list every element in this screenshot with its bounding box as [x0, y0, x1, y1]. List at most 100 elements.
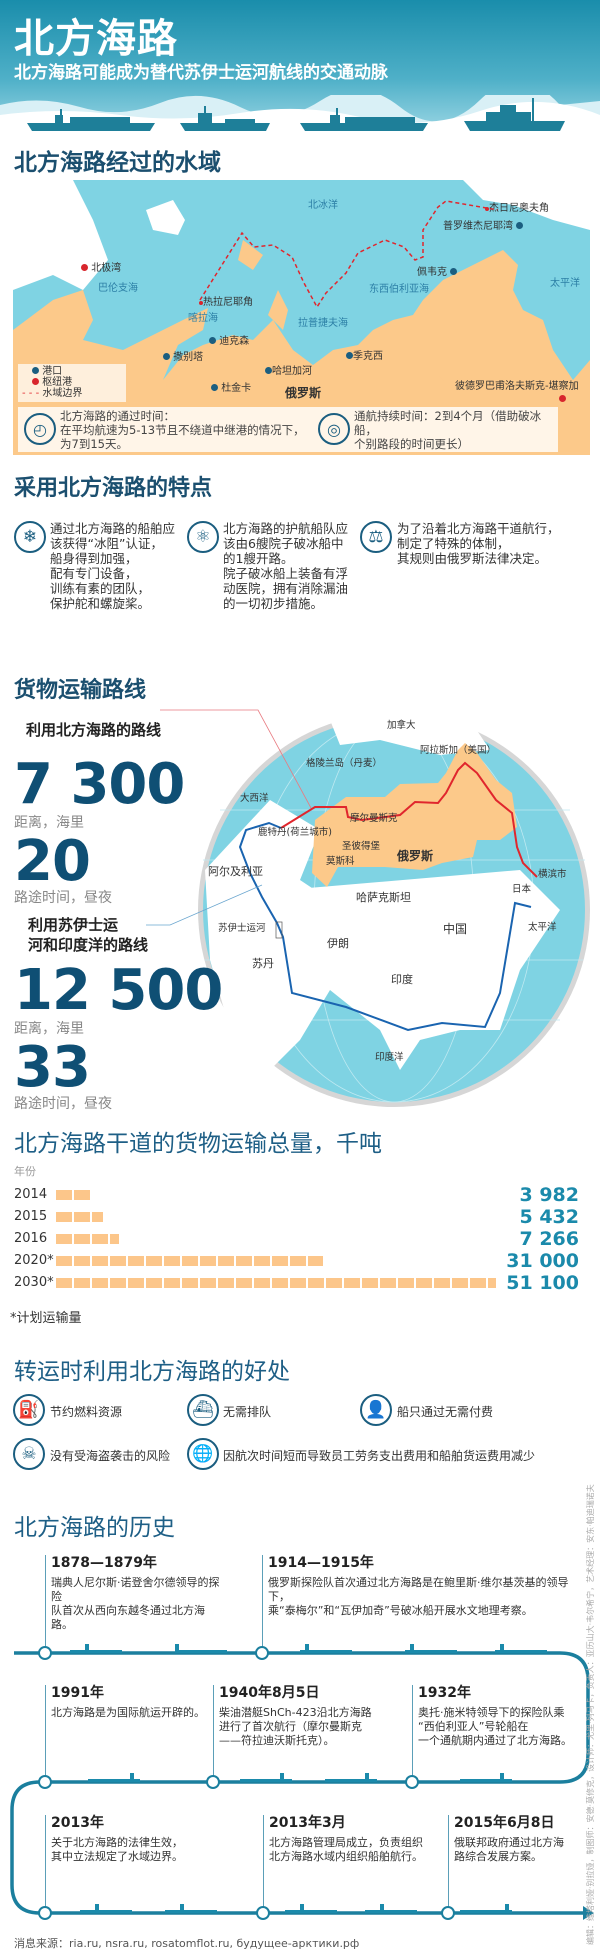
port-label: 迪克森: [219, 336, 250, 347]
globe-label: 太平洋: [528, 922, 557, 933]
arctic-map: 北冰洋 杰日尼奥夫角 普罗维杰尼耶湾 北极湾 巴伦支海 热拉尼耶角 喀拉海 拉普…: [13, 180, 590, 455]
transit-title: 北方海路的通过时间：: [60, 409, 175, 423]
globe-label: 苏丹: [252, 957, 274, 970]
globe-label: 中国: [443, 922, 468, 936]
pirate-icon: ☠: [13, 1438, 45, 1470]
section-title-history: 北方海路的历史: [14, 1515, 175, 1541]
feature-text: 北方海路的护航船队应 该由6艘院子破冰船中 的1艘开路。 院子破冰船上装备有浮 …: [223, 521, 349, 611]
port-dudinka: 杜金卡: [211, 383, 251, 395]
section-title-benefits: 转运时利用北方海路的好处: [14, 1359, 290, 1385]
port-sabetta: 撒别塔: [163, 352, 203, 364]
timeline-ship-icons: [70, 1644, 547, 1913]
bar-category-label: 2016: [14, 1231, 48, 1246]
timeline-connector: [262, 1555, 263, 1653]
suez-route-line: [238, 821, 532, 1032]
globe-label: 加拿大: [387, 720, 416, 731]
section-title-waters: 北方海路经过的水域: [14, 150, 221, 176]
bar-2020: [56, 1256, 323, 1266]
bar-2014: [56, 1190, 90, 1200]
suez-days-unit: 路途时间，昼夜: [14, 1096, 112, 1112]
label-kara-sea: 喀拉海: [188, 313, 218, 324]
timeline-arrow-icon: [583, 1906, 594, 1920]
navigation-season-info: 通航持续时间：2到4个月（借助破冰船， 个别路段的时间更长）: [354, 409, 558, 451]
transit-days: 为7到15天。: [60, 437, 128, 451]
timeline-connector: [263, 1815, 264, 1913]
event-description: 关于北方海路的法律生效， 其中立法规定了水域边界。: [51, 1836, 183, 1863]
port-pevek: 佩韦克: [417, 267, 458, 279]
legend-hub: 枢纽港: [32, 377, 112, 388]
globe-map: [146, 705, 590, 1107]
timeline-node: [441, 1906, 455, 1920]
timeline-node: [38, 1775, 52, 1789]
globe-label: 印度: [391, 973, 413, 986]
globe-icon: 🌐: [187, 1438, 219, 1470]
transit-text: 在平均航速为5-13节且不绕道中继港的情况下，: [60, 423, 305, 437]
label-east-siberian-sea: 东西伯利亚海: [369, 284, 429, 295]
label-laptev-sea: 拉普捷夫海: [298, 318, 348, 329]
bar-category-label: 2014: [14, 1187, 48, 1202]
feature-text: 为了沿着北方海路干道航行， 制定了特殊的体制， 其规则由俄罗斯法律决定。: [397, 521, 560, 566]
timeline-connector: [213, 1685, 214, 1782]
port-label: 季克西: [353, 351, 383, 362]
globe-label: 日本: [512, 884, 532, 895]
timeline-connector: [412, 1685, 413, 1782]
bar-2016: [56, 1234, 119, 1244]
timeline-connector: [45, 1815, 46, 1913]
scales-icon: ⚖: [360, 521, 392, 553]
legend-label: 水域边界: [42, 388, 83, 399]
timeline-connector: [45, 1555, 46, 1653]
benefit-text: 因航次时间短而导致员工劳务支出费用和船舶货运费用减少: [223, 1449, 536, 1463]
timeline-node: [256, 1906, 270, 1920]
ship-icons: [27, 98, 565, 131]
port-provideniya: 普罗维杰尼耶湾: [443, 221, 524, 233]
legend-label: 枢纽港: [42, 377, 73, 388]
port-label: 普罗维杰尼耶湾: [443, 221, 513, 232]
cycle-icon: ◎: [318, 413, 350, 445]
globe-label: 阿拉斯加（美国）: [420, 745, 497, 756]
globe-label: 苏伊士运河: [218, 923, 266, 934]
globe-label: 摩尔曼斯克: [350, 813, 398, 824]
cashier-icon: 👤: [360, 1394, 392, 1426]
suez-distance: 12 500: [14, 958, 223, 1023]
event-description: 北方海路是为国际航运开辟的。: [51, 1706, 205, 1719]
event-date: 1940年8月5日: [219, 1685, 320, 1701]
bar-2030: [56, 1278, 496, 1288]
event-date: 2015年6月8日: [454, 1815, 555, 1831]
event-description: 俄联邦政府通过北方海 路综合发展方案。: [454, 1836, 564, 1863]
bar-value-label: 7 266: [519, 1228, 580, 1250]
port-khatanga: 哈坦加河: [265, 366, 312, 378]
section-title-features: 采用北方海路的特点: [14, 476, 213, 501]
benefit-text: 无需排队: [223, 1405, 272, 1419]
globe-label: 莫斯科: [326, 856, 355, 867]
globe-label: 横滨市: [538, 869, 567, 880]
legend-border: - - - 水域边界: [22, 388, 83, 399]
atom-icon: ⚛: [187, 521, 219, 553]
label-russia: 俄罗斯: [285, 386, 322, 400]
season-text: 通航持续时间：2到4个月（借助破冰船，: [354, 409, 542, 437]
event-description: 俄罗斯探险队首次通过北方海路是在鲍里斯·维尔基茨基的领导下， 乘“泰梅尔”和“瓦…: [268, 1576, 569, 1617]
port-label: 撒别塔: [173, 352, 204, 363]
nsr-distance-unit: 距离，海里: [14, 815, 84, 831]
event-description: 北方海路管理局成立，负责组织 北方海路水域内组织船舶航行。: [269, 1836, 423, 1863]
bar-value-label: 51 100: [506, 1272, 579, 1294]
bar-value-label: 5 432: [519, 1206, 580, 1228]
event-date: 2013年3月: [269, 1815, 346, 1831]
sources: 消息来源：ria.ru, nsra.ru, rosatomflot.ru, бу…: [14, 1937, 360, 1950]
benefit-text: 没有受海盗袭击的风险: [50, 1449, 171, 1463]
page-title: 北方海路: [14, 16, 178, 62]
suez-days: 33: [14, 1035, 91, 1100]
credits: 编辑：维塔利娅·别拉娅，制图师：安德·莫修克，设计师：尤里·列马卡，负责人：亚历…: [586, 1484, 595, 1945]
benefit-text: 节约燃料资源: [50, 1405, 123, 1419]
chart-axis-label: 年份: [14, 1165, 36, 1178]
nsr-days: 20: [14, 829, 91, 894]
event-date: 1878—1879年: [51, 1555, 157, 1571]
ship-queue-icon: ⛴: [187, 1394, 219, 1426]
chart-footnote: *计划运输量: [10, 1311, 82, 1326]
timeline-node: [38, 1646, 52, 1660]
season-text-2: 个别路段的时间更长）: [354, 437, 469, 451]
timeline-connector: [45, 1685, 46, 1782]
event-date: 1932年: [418, 1685, 471, 1701]
water-border-line: [199, 200, 499, 309]
timeline-node: [206, 1775, 220, 1789]
legend-port: 港口: [32, 366, 112, 377]
